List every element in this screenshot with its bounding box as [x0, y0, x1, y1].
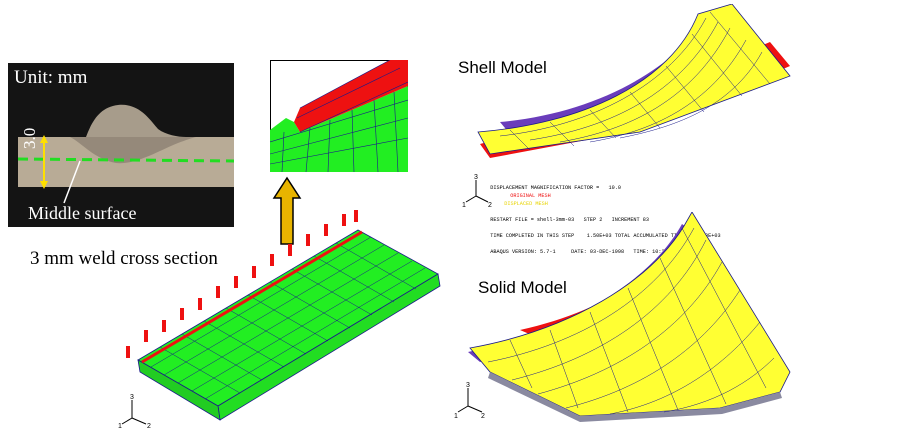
weld-detail-view [269, 59, 409, 173]
shell-axis-y-label: 2 [488, 202, 492, 208]
middle-surface-label: Middle surface [28, 203, 137, 223]
weld-photo-image [8, 63, 235, 227]
up-arrow-icon [272, 176, 302, 245]
shell-axis-z-label: 3 [474, 174, 478, 181]
solid-axis-triad-icon: 3 1 2 [454, 382, 485, 420]
shell-info-line2: RESTART FILE = shell-3mm-03 STEP 2 INCRE… [490, 217, 649, 223]
shell-axis-triad-icon: 3 1 2 [462, 174, 492, 208]
solid-axis-x-label: 1 [454, 413, 458, 420]
shell-axis-x-label: 1 [462, 202, 466, 208]
axis-z-label: 3 [130, 394, 134, 401]
shell-info-line1: DISPLACEMENT MAGNIFICATION FACTOR = 10.0 [490, 185, 621, 191]
solid-axis-y-label: 2 [481, 413, 485, 420]
shell-displaced-mesh-label: DISPLACED MESH [504, 201, 548, 207]
weld-photo: Unit: mm 3.0 Middle surface [8, 63, 235, 227]
shell-original-mesh-label: ORIGINAL MESH [510, 193, 551, 199]
shell-model-title: Shell Model [458, 58, 547, 77]
photo-caption: 3 mm weld cross section [30, 248, 218, 269]
thickness-label: 3.0 [20, 127, 39, 149]
axis-x-label: 1 [118, 423, 122, 430]
load-markers [126, 210, 358, 358]
solid-model-mesh [468, 212, 791, 422]
shell-model-mesh [477, 4, 791, 158]
solid-axis-z-label: 3 [466, 382, 470, 389]
weld-detail-mesh [269, 59, 409, 173]
plate-mesh [126, 210, 441, 421]
axis-y-label: 2 [147, 423, 151, 430]
solid-model-title: Solid Model [478, 278, 567, 297]
unit-label: Unit: mm [14, 67, 88, 88]
axis-triad-icon: 3 1 2 [118, 394, 151, 430]
